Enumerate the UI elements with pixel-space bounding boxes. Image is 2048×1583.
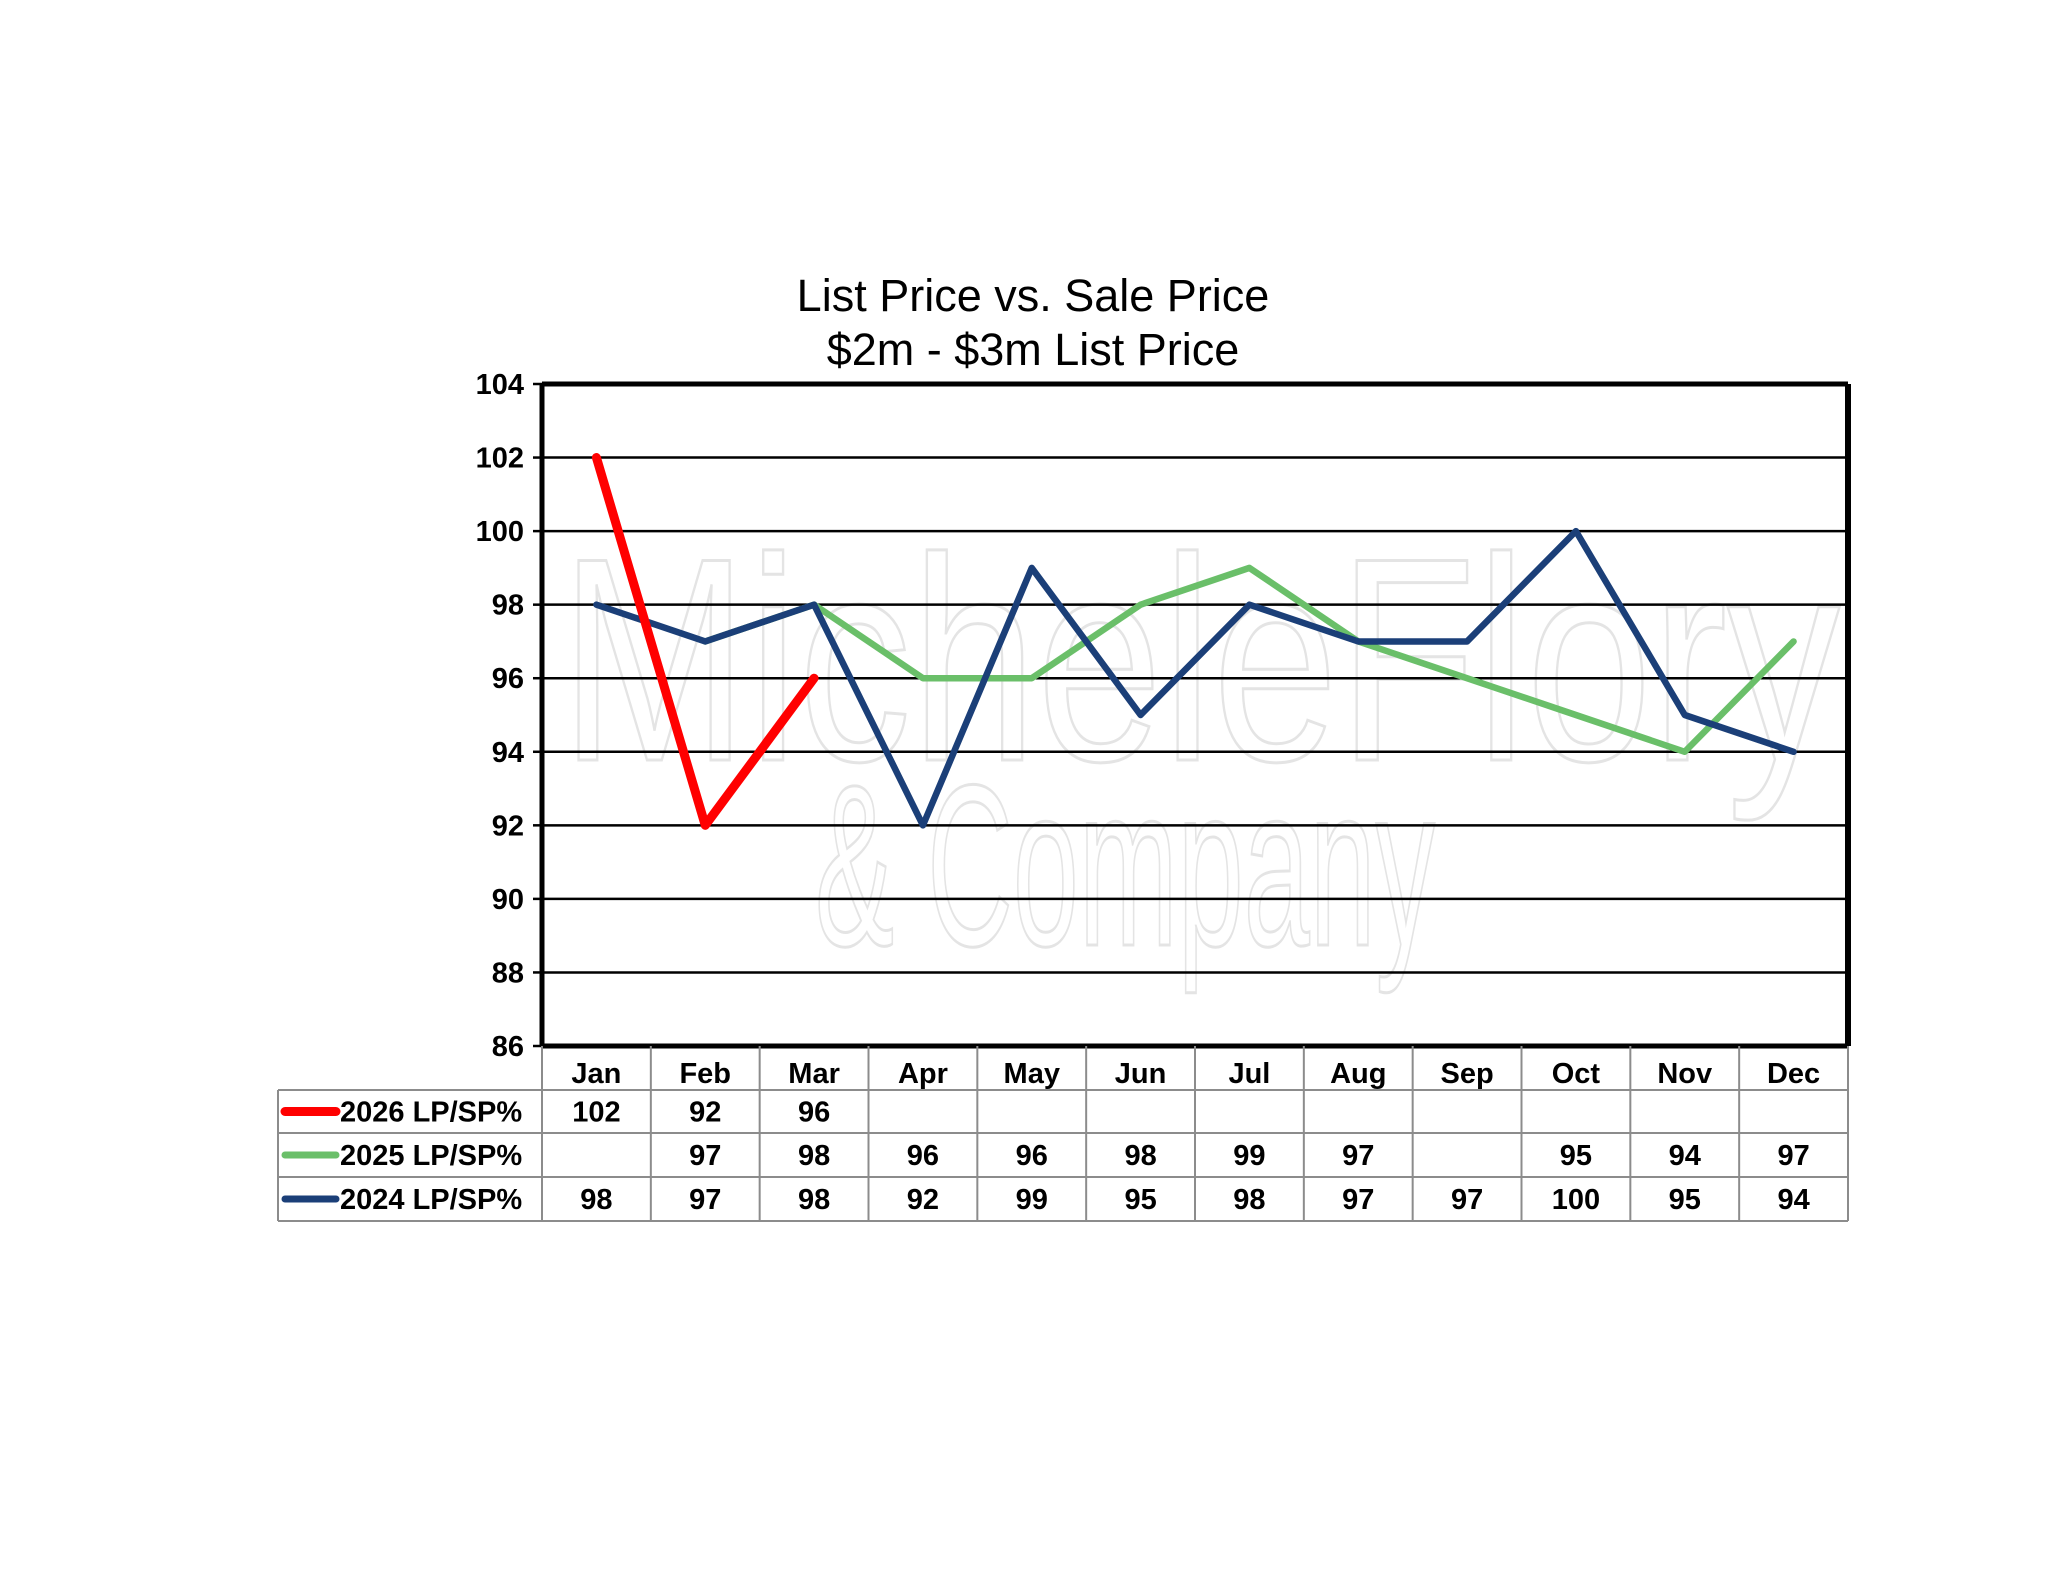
x-tick-label: Mar	[788, 1058, 840, 1090]
x-tick-label: Sep	[1440, 1058, 1493, 1090]
y-tick-label: 102	[476, 443, 524, 475]
table-cell-value: 97	[1451, 1184, 1483, 1216]
table-cell-value: 94	[1777, 1184, 1809, 1216]
table-cell-value: 96	[1016, 1140, 1048, 1172]
y-tick-label: 88	[492, 957, 524, 989]
table-cell-value: 97	[1342, 1140, 1374, 1172]
table-cell-value: 98	[580, 1184, 612, 1216]
x-tick-label: Jun	[1115, 1058, 1167, 1090]
table-cell-value: 96	[907, 1140, 939, 1172]
series-line-2024	[593, 527, 1797, 829]
table-cell-value: 92	[907, 1184, 939, 1216]
table-cell-value: 98	[1124, 1140, 1156, 1172]
chart-title: List Price vs. Sale Price	[797, 270, 1270, 321]
legend-label: 2024 LP/SP%	[340, 1184, 522, 1216]
table-cell-value: 99	[1016, 1184, 1048, 1216]
legend-label: 2025 LP/SP%	[340, 1140, 522, 1172]
y-axis-ticks: 86 88 90 92 94 96 98 100 102 104	[476, 369, 542, 1063]
table-row: 2026 LP/SP% 102 92 96	[280, 1097, 830, 1129]
table-cell-value: 95	[1124, 1184, 1156, 1216]
chart-subtitle: $2m - $3m List Price	[827, 324, 1240, 375]
y-tick-label: 94	[492, 737, 524, 769]
x-tick-label: May	[1004, 1058, 1060, 1090]
y-tick-label: 86	[492, 1031, 524, 1063]
table-row: 2025 LP/SP% 97 98 96 96 98 99 97 95 94 97	[281, 1140, 1810, 1172]
table-cell-value: 102	[572, 1097, 620, 1129]
table-cell-value: 97	[689, 1184, 721, 1216]
data-table: Jan Feb Mar Apr May Jun Jul Aug Sep Oct Nov Dec 2026…	[277, 1046, 1849, 1222]
y-tick-label: 100	[476, 516, 524, 548]
legend-label: 2026 LP/SP%	[340, 1097, 522, 1129]
x-tick-label: Jul	[1228, 1058, 1270, 1090]
x-tick-label: Oct	[1552, 1058, 1601, 1090]
table-cell-value: 95	[1560, 1140, 1592, 1172]
x-tick-label: Nov	[1657, 1058, 1712, 1090]
x-tick-label: Jan	[571, 1058, 621, 1090]
table-cell-value: 95	[1669, 1184, 1701, 1216]
table-cell-value: 97	[1342, 1184, 1374, 1216]
x-tick-label: Aug	[1330, 1058, 1386, 1090]
y-tick-label: 96	[492, 663, 524, 695]
series-lines	[591, 453, 1797, 830]
y-tick-label: 92	[492, 810, 524, 842]
table-cell-value: 92	[689, 1097, 721, 1129]
table-cell-value: 100	[1552, 1184, 1600, 1216]
watermark: MicheleFlory & Company	[559, 497, 1842, 996]
table-cell-value: 99	[1233, 1140, 1265, 1172]
table-row: 2024 LP/SP% 98 97 98 92 99 95 98 97 97 100 95 94	[281, 1184, 1810, 1216]
y-tick-label: 98	[492, 590, 524, 622]
table-cell-value: 98	[798, 1184, 830, 1216]
watermark-line2: & Company	[815, 737, 1435, 994]
y-tick-label: 104	[476, 369, 524, 401]
table-cell-value: 98	[1233, 1184, 1265, 1216]
x-tick-label: Dec	[1767, 1058, 1820, 1090]
table-cell-value: 94	[1669, 1140, 1701, 1172]
table-cell-value: 97	[689, 1140, 721, 1172]
table-cell-value: 98	[798, 1140, 830, 1172]
table-cell-value: 96	[798, 1097, 830, 1129]
watermark-line1: MicheleFlory	[560, 498, 1840, 823]
y-tick-label: 90	[492, 884, 524, 916]
x-tick-label: Apr	[898, 1058, 948, 1090]
x-tick-label: Feb	[679, 1058, 731, 1090]
series-line-2025	[702, 564, 1797, 756]
table-cell-value: 97	[1777, 1140, 1809, 1172]
series-line-2026	[591, 453, 819, 830]
